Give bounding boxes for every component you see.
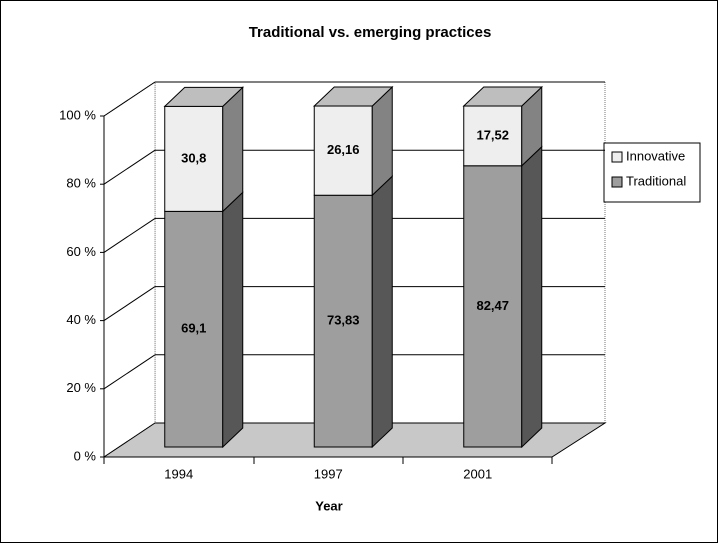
- data-label: 26,16: [327, 142, 360, 157]
- grid-line: [103, 286, 156, 322]
- data-label: 69,1: [181, 321, 206, 336]
- bar: [463, 165, 523, 448]
- bar-side: [222, 86, 244, 213]
- legend-label: Innovative: [626, 148, 685, 163]
- bar-side: [371, 175, 393, 449]
- y-tick-label: 20 %: [66, 380, 96, 395]
- grid-line: [103, 217, 156, 253]
- bar-side: [222, 191, 244, 449]
- legend-swatch: [611, 151, 623, 163]
- bar-top: [312, 86, 394, 107]
- y-tick-label: 0 %: [74, 448, 97, 463]
- y-tick-label: 60 %: [66, 244, 96, 259]
- x-axis-label: Year: [315, 498, 342, 513]
- data-label: 82,47: [476, 298, 509, 313]
- bar: [313, 194, 373, 448]
- x-tick-label: 1994: [164, 466, 193, 481]
- bar-top: [462, 86, 544, 107]
- grid-line: [103, 149, 156, 185]
- legend-swatch: [611, 176, 623, 188]
- side-wall: [103, 81, 156, 458]
- data-label: 30,8: [181, 150, 206, 165]
- chart-title: Traditional vs. emerging practices: [249, 24, 492, 41]
- bar: [164, 210, 224, 448]
- grid-line: [103, 354, 156, 390]
- y-tick-label: 40 %: [66, 312, 96, 327]
- x-tick-label: 1997: [314, 466, 343, 481]
- bar: [463, 105, 523, 167]
- legend-label: Traditional: [626, 173, 686, 188]
- bar-top: [163, 86, 245, 107]
- y-tick-label: 100 %: [59, 107, 96, 122]
- grid-line: [103, 81, 156, 117]
- y-tick-label: 80 %: [66, 176, 96, 191]
- bar: [313, 105, 373, 196]
- bar: [164, 105, 224, 212]
- data-label: 17,52: [476, 127, 509, 142]
- data-label: 73,83: [327, 313, 360, 328]
- x-tick-label: 2001: [463, 466, 492, 481]
- bar-side: [521, 145, 543, 449]
